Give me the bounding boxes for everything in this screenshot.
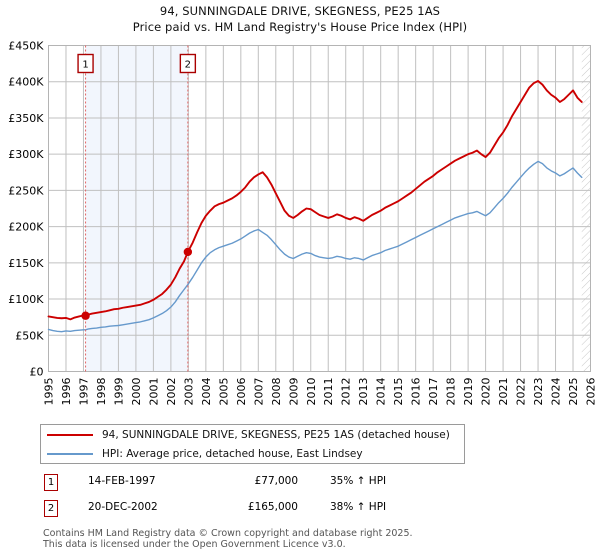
x-axis-tick-label: 2021	[497, 378, 510, 406]
x-axis-tick-label: 2009	[287, 378, 300, 406]
x-axis-tick-label: 1995	[43, 378, 56, 406]
sale-marker-number: 2	[185, 60, 191, 71]
sale-marker-dot[interactable]	[81, 311, 90, 320]
x-axis-tick-label: 2014	[375, 378, 388, 406]
x-axis-tick-label: 2007	[252, 378, 265, 406]
x-axis-tick-label: 2020	[480, 378, 493, 406]
y-axis-tick-label: £300K	[8, 148, 44, 161]
legend-swatch-hpi	[47, 452, 93, 455]
price-history-chart: £0 £50K £100K £150K £200K £250K £300K £350K £400…	[8, 40, 598, 406]
y-axis-tick-label: £150K	[8, 257, 44, 270]
chart-legend: 94, SUNNINGDALE DRIVE, SKEGNESS, PE25 1A…	[40, 424, 465, 464]
y-axis-tick-label: £200K	[8, 221, 44, 234]
x-axis-tick-label: 2001	[147, 378, 160, 406]
transaction-badge-1: 1	[44, 474, 58, 491]
sale-marker-dot[interactable]	[183, 247, 193, 257]
title-line-2: Price paid vs. HM Land Registry's House …	[132, 20, 468, 34]
table-row[interactable]: 2 20-DEC-2002 £165,000 38% ↑ HPI	[40, 498, 470, 524]
footer-line-1: Contains HM Land Registry data © Crown c…	[43, 528, 413, 539]
legend-item-hpi: HPI: Average price, detached house, East…	[41, 444, 464, 463]
x-axis-tick-label: 2018	[445, 378, 458, 406]
x-axis-tick-label: 2012	[340, 378, 353, 406]
x-axis-tick-label: 2005	[217, 378, 230, 406]
legend-swatch-property	[47, 433, 93, 436]
x-axis-tick-label: 2004	[200, 378, 213, 406]
page-title: 94, SUNNINGDALE DRIVE, SKEGNESS, PE25 1A…	[0, 3, 600, 35]
title-line-1: 94, SUNNINGDALE DRIVE, SKEGNESS, PE25 1A…	[159, 4, 441, 18]
x-axis-tick-label: 2000	[130, 378, 143, 406]
series-line-hpi	[47, 160, 583, 333]
x-axis-tick-label: 1999	[112, 378, 125, 406]
transaction-hpi-delta-2: 38% ↑ HPI	[330, 501, 387, 513]
y-axis-tick-label: £100K	[8, 293, 44, 306]
x-axis-tick-label: 1996	[60, 378, 73, 406]
x-axis-tick-label: 2011	[322, 378, 335, 406]
x-axis-tick-label: 2002	[165, 378, 178, 406]
x-axis-tick-label: 2006	[235, 378, 248, 406]
x-axis-tick-label: 2026	[585, 378, 598, 406]
x-axis-tick-label: 2016	[410, 378, 423, 406]
series-line-property	[47, 80, 583, 321]
transaction-date-1: 14-FEB-1997	[88, 475, 156, 487]
sale-marker-badge[interactable]	[77, 53, 94, 74]
transaction-price-1: £77,000	[254, 475, 298, 487]
legend-item-property: 94, SUNNINGDALE DRIVE, SKEGNESS, PE25 1A…	[41, 425, 464, 444]
x-axis-tick-label: 2015	[392, 378, 405, 406]
x-axis-tick-label: 1997	[77, 378, 90, 406]
x-axis-tick-label: 2024	[550, 378, 563, 406]
transaction-date-2: 20-DEC-2002	[88, 501, 158, 513]
transaction-hpi-delta-1: 35% ↑ HPI	[330, 475, 387, 487]
y-axis-tick-label: £450K	[8, 40, 44, 53]
transactions-table: 1 14-FEB-1997 £77,000 35% ↑ HPI 2 20-DEC…	[40, 472, 470, 524]
transaction-price-2: £165,000	[247, 501, 298, 513]
x-axis-tick-label: 2008	[270, 378, 283, 406]
y-axis-tick-label: £0	[30, 366, 44, 379]
no-data-hatch-region	[581, 45, 591, 372]
y-axis-tick-label: £250K	[8, 184, 44, 197]
transaction-badge-2: 2	[44, 500, 58, 517]
y-axis-tick-label: £350K	[8, 112, 44, 125]
x-axis-tick-label: 2017	[427, 378, 440, 406]
x-axis-tick-label: 2022	[515, 378, 528, 406]
legend-label-hpi: HPI: Average price, detached house, East…	[102, 447, 363, 460]
y-axis-tick-label: £50K	[15, 329, 44, 342]
footer-line-2: This data is licensed under the Open Gov…	[43, 539, 346, 550]
copyright-footer: Contains HM Land Registry data © Crown c…	[43, 528, 563, 550]
x-axis-tick-label: 2019	[462, 378, 475, 406]
sale-marker-number: 1	[82, 60, 88, 71]
x-axis-tick-label: 2023	[532, 378, 545, 406]
x-axis-tick-label: 2013	[357, 378, 370, 406]
table-row[interactable]: 1 14-FEB-1997 £77,000 35% ↑ HPI	[40, 472, 470, 498]
x-axis-tick-label: 1998	[95, 378, 108, 406]
sale-marker-badge[interactable]	[179, 53, 197, 74]
x-axis-tick-label: 2010	[305, 378, 318, 406]
y-axis-tick-label: £400K	[8, 76, 44, 89]
x-axis-tick-label: 2025	[567, 378, 580, 406]
x-axis-tick-label: 2003	[182, 378, 195, 406]
legend-label-property: 94, SUNNINGDALE DRIVE, SKEGNESS, PE25 1A…	[102, 428, 450, 441]
